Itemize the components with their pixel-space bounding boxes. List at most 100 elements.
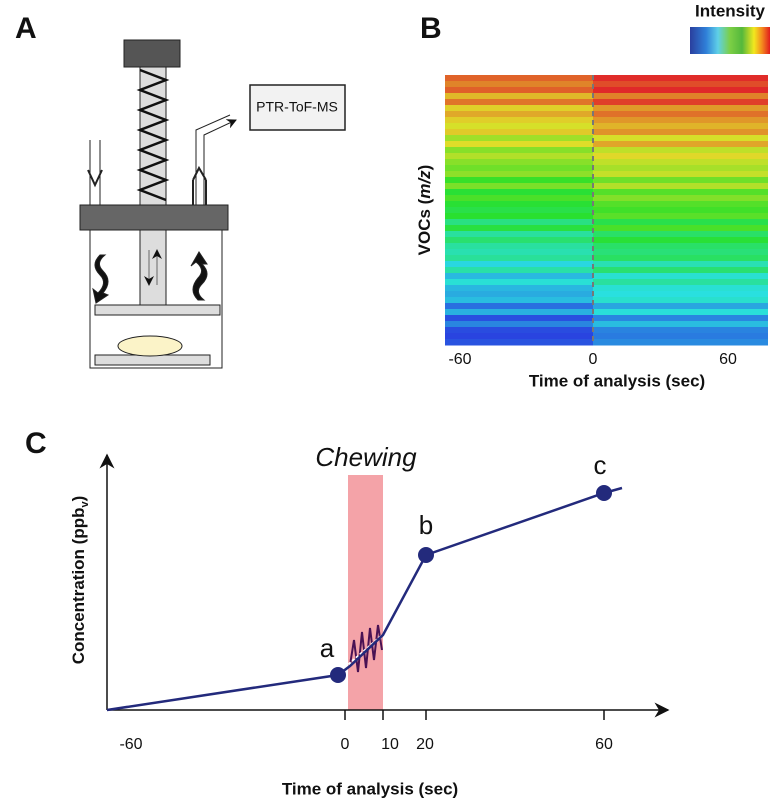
heatmap-cell xyxy=(593,153,768,160)
heatmap-cell xyxy=(445,273,593,280)
heatmap-cell xyxy=(445,255,593,262)
heatmap-cell xyxy=(445,291,593,298)
heatmap-cell xyxy=(445,327,593,334)
heatmap-cell xyxy=(445,81,593,88)
heatmap-cell xyxy=(593,87,768,94)
heatmap-cell xyxy=(593,111,768,118)
label-part: v xyxy=(79,501,91,508)
heatmap-cell xyxy=(445,201,593,208)
label-part: ) xyxy=(69,496,88,502)
heatmap-cell xyxy=(445,285,593,292)
x-tick-label: 60 xyxy=(595,736,613,753)
axes xyxy=(99,453,670,720)
heatmap-cell xyxy=(445,279,593,286)
heatmap-cell xyxy=(593,231,768,238)
heatmap-cell xyxy=(445,267,593,274)
y-axis-label: VOCs (m/z) xyxy=(415,165,434,256)
heatmap-cell xyxy=(445,261,593,268)
x-tick-label: 20 xyxy=(416,736,434,753)
heatmap-cell xyxy=(445,231,593,238)
x-tick-label: -60 xyxy=(448,351,471,368)
x-tick-label: 60 xyxy=(719,351,737,368)
heatmap-cell xyxy=(445,189,593,196)
panel-label: A xyxy=(15,12,37,45)
heatmap xyxy=(445,75,768,346)
heatmap-cell xyxy=(445,333,593,340)
heatmap-cell xyxy=(445,93,593,100)
heatmap-cell xyxy=(593,93,768,100)
heatmap-cell xyxy=(445,105,593,112)
heatmap-cell xyxy=(445,213,593,220)
heatmap-cell xyxy=(593,315,768,322)
heatmap-cell xyxy=(593,291,768,298)
heatmap-cell xyxy=(593,225,768,232)
heatmap-cell xyxy=(445,315,593,322)
heatmap-cell xyxy=(593,183,768,190)
heatmap-cell xyxy=(593,165,768,172)
heatmap-cell xyxy=(445,99,593,106)
heatmap-cell xyxy=(593,201,768,208)
x-axis-label: Time of analysis (sec) xyxy=(282,779,458,798)
heatmap-cell xyxy=(593,285,768,292)
heatmap-cell xyxy=(445,153,593,160)
heatmap-cell xyxy=(445,111,593,118)
heatmap-cell xyxy=(593,219,768,226)
y-axis-label: Concentration (ppbv) xyxy=(69,496,90,665)
heatmap-cell xyxy=(445,159,593,166)
point-label: c xyxy=(594,450,607,480)
heatmap-cell xyxy=(445,177,593,184)
heatmap-cell xyxy=(593,327,768,334)
heatmap-cell xyxy=(593,303,768,310)
heatmap-cell xyxy=(593,171,768,178)
heatmap-cell xyxy=(593,147,768,154)
heatmap-cell xyxy=(593,117,768,124)
heatmap-cell xyxy=(445,147,593,154)
heatmap-cell xyxy=(445,141,593,148)
colorbar xyxy=(690,27,770,54)
heatmap-cell xyxy=(593,81,768,88)
heatmap-cell xyxy=(445,237,593,244)
heatmap-cell xyxy=(445,123,593,130)
heatmap-cell xyxy=(593,279,768,286)
x-axis-label: Time of analysis (sec) xyxy=(529,371,705,390)
heatmap-cell xyxy=(593,159,768,166)
heatmap-cell xyxy=(445,303,593,310)
point xyxy=(596,485,612,501)
heatmap-cell xyxy=(445,135,593,142)
heatmap-cell xyxy=(593,249,768,256)
heatmap-cell xyxy=(593,99,768,106)
label-part: Concentration (ppb xyxy=(69,508,88,665)
heatmap-cell xyxy=(445,87,593,94)
x-tick-label: 0 xyxy=(589,351,598,368)
x-tick-label: -60 xyxy=(119,736,142,753)
heatmap-cell xyxy=(445,243,593,250)
label-part: VOCs ( xyxy=(415,198,434,255)
heatmap-cell xyxy=(593,135,768,142)
heatmap-cell xyxy=(445,339,593,346)
label-part: ) xyxy=(415,165,434,171)
heatmap-cell xyxy=(445,225,593,232)
heatmap-cell xyxy=(445,75,593,82)
heatmap-cell xyxy=(445,195,593,202)
heatmap-cell xyxy=(593,309,768,316)
colorbar-title: Intensity xyxy=(695,1,765,20)
heatmap-cell xyxy=(593,213,768,220)
point-label: a xyxy=(320,633,335,663)
heatmap-cell xyxy=(593,105,768,112)
heatmap-cell xyxy=(593,177,768,184)
heatmap-cell xyxy=(445,249,593,256)
heatmap-cell xyxy=(593,141,768,148)
instrument-label: PTR-ToF-MS xyxy=(256,99,338,115)
chewing-signal xyxy=(349,624,383,673)
point xyxy=(330,667,346,683)
heatmap-cell xyxy=(593,195,768,202)
heatmap-cell xyxy=(445,309,593,316)
heatmap-cell xyxy=(445,297,593,304)
point-label: b xyxy=(419,510,433,540)
heatmap-cell xyxy=(445,183,593,190)
heatmap-cell xyxy=(593,333,768,340)
heatmap-cell xyxy=(593,129,768,136)
label-part: m/z xyxy=(415,170,434,199)
heatmap-cell xyxy=(445,219,593,226)
